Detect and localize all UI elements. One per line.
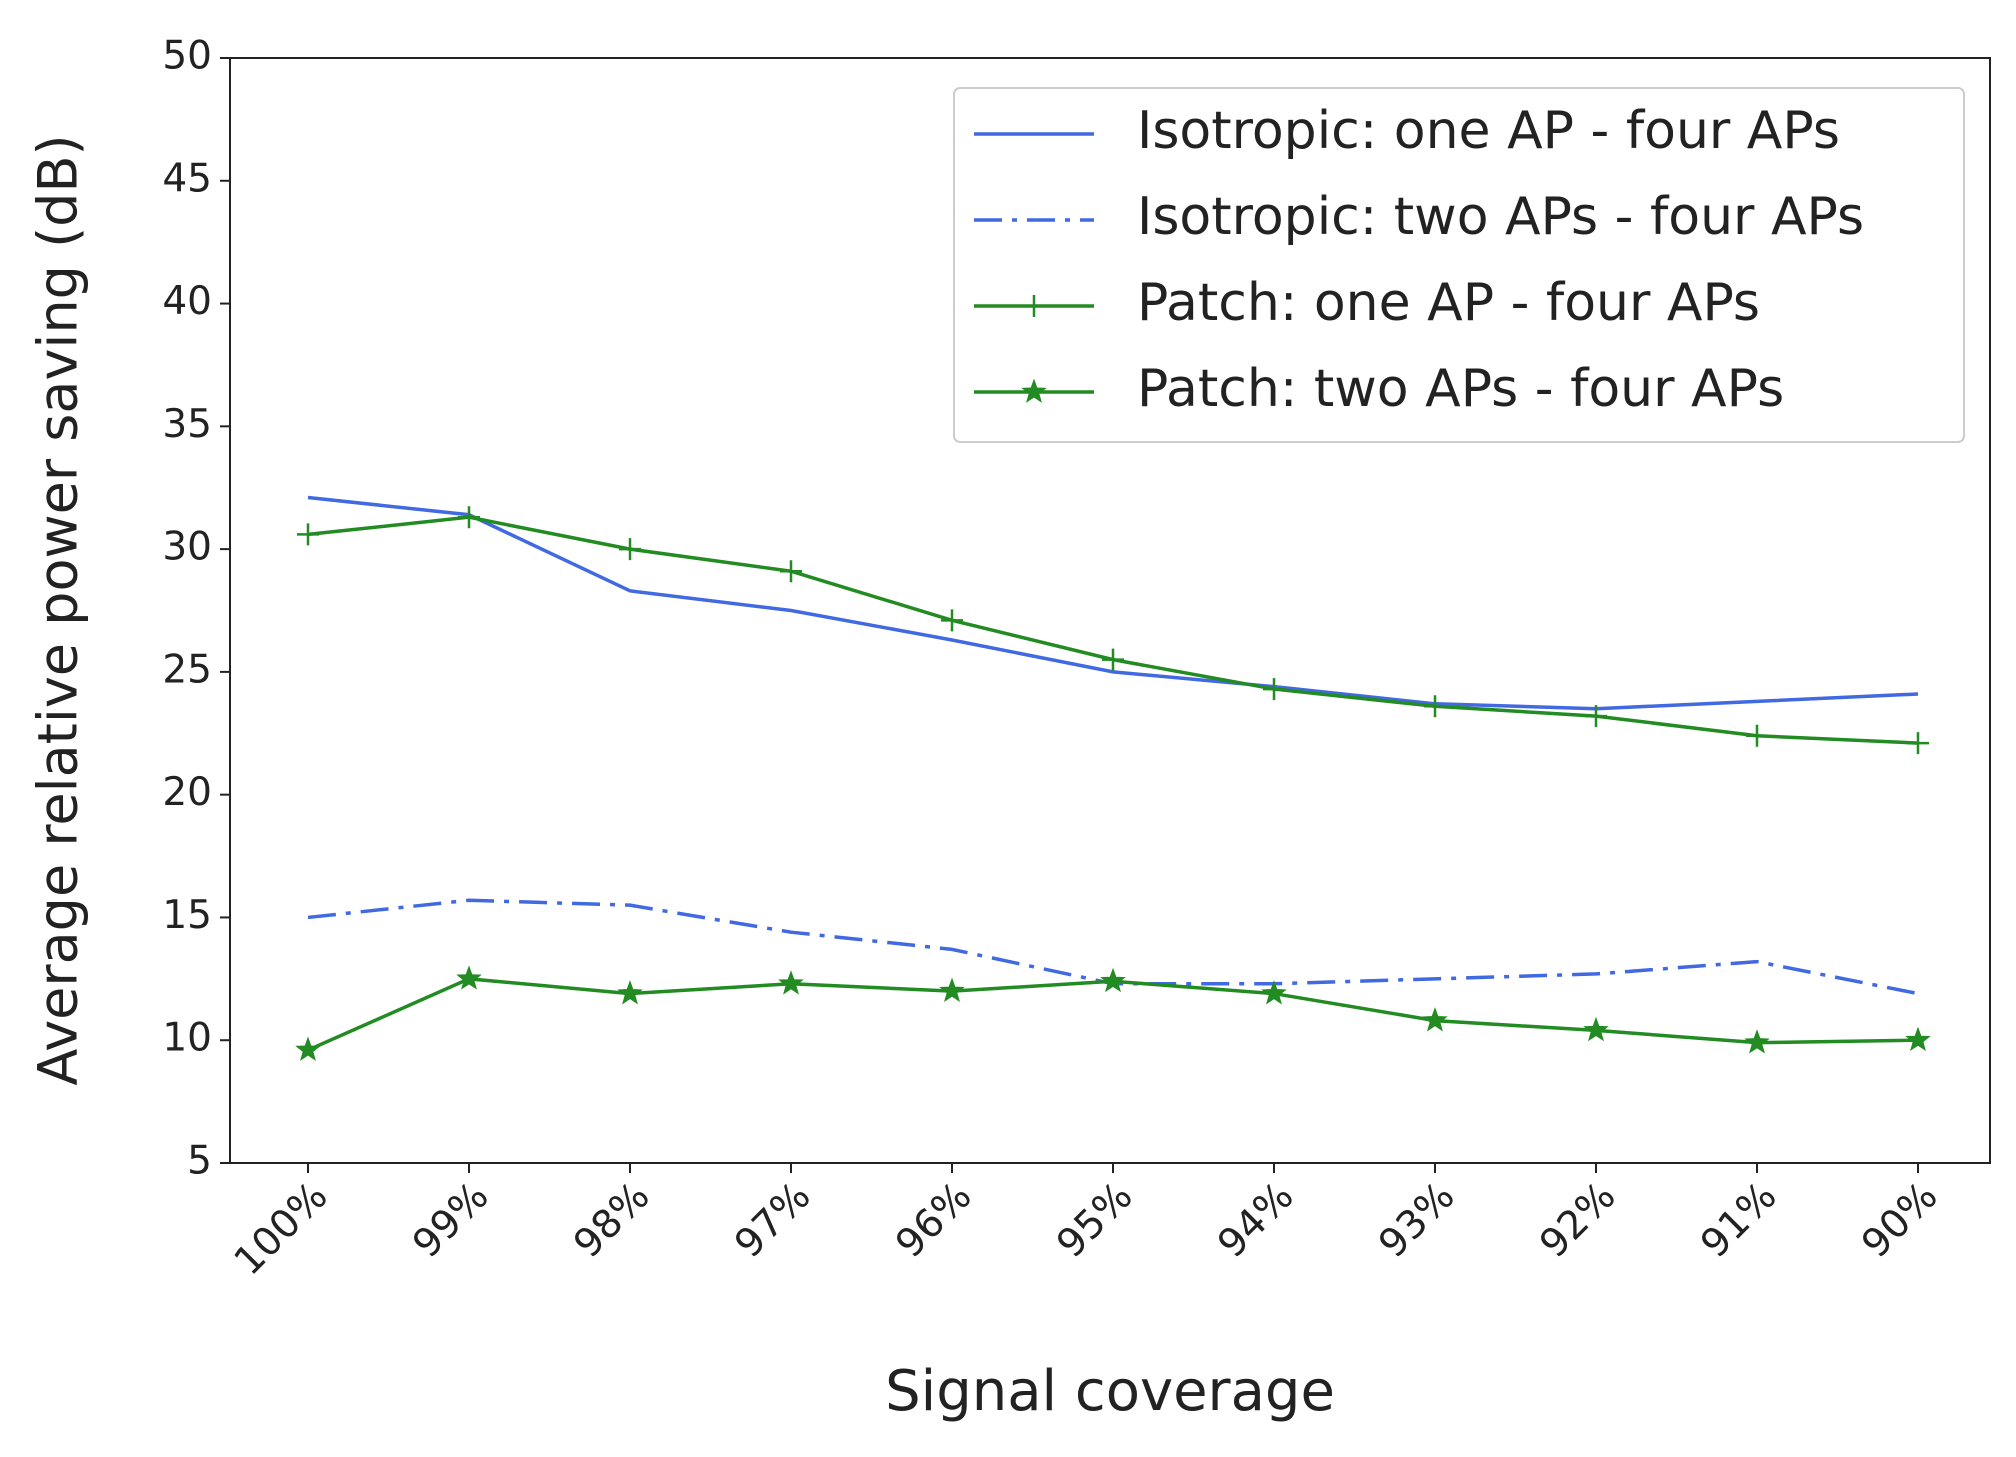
y-tick-label: 50 — [162, 34, 212, 79]
legend-label: Patch: two APs - four APs — [1137, 359, 1784, 419]
y-tick-label: 5 — [187, 1139, 212, 1184]
x-tick-label: 96% — [887, 1174, 980, 1267]
y-tick-label: 20 — [162, 770, 212, 815]
x-tick-label: 93% — [1370, 1174, 1463, 1267]
marker — [1424, 695, 1446, 718]
y-tick-label: 35 — [162, 402, 212, 447]
marker — [1023, 295, 1045, 317]
legend-box — [953, 87, 1965, 443]
marker — [1905, 1026, 1931, 1052]
legend-label: Patch: one AP - four APs — [1137, 273, 1760, 333]
series-line — [307, 495, 1919, 711]
marker — [941, 609, 963, 632]
y-tick-label: 30 — [162, 525, 212, 570]
marker — [1100, 967, 1126, 993]
marker — [1102, 648, 1124, 671]
marker — [295, 1036, 321, 1061]
marker — [1583, 1016, 1609, 1042]
marker — [1422, 1007, 1448, 1032]
marker — [1744, 1029, 1770, 1054]
marker — [1021, 378, 1047, 403]
legend: Isotropic: one AP - four APs Isotropic: t… — [953, 87, 1965, 443]
plot-frame — [229, 57, 1991, 1164]
y-tick-label: 15 — [162, 893, 212, 938]
marker — [780, 560, 802, 583]
marker — [619, 538, 641, 561]
x-axis-label: Signal coverage — [885, 1359, 1335, 1424]
marker — [456, 965, 482, 990]
x-tick-label: 98% — [565, 1174, 658, 1267]
x-tick-label: 97% — [726, 1174, 819, 1267]
y-axis-label: Average relative power saving (dB) — [27, 134, 90, 1085]
marker — [458, 506, 480, 529]
x-tick-label: 100% — [226, 1174, 337, 1285]
x-tick-label: 92% — [1531, 1174, 1624, 1267]
y-tick-label: 40 — [162, 279, 212, 324]
y-tick-label: 10 — [162, 1016, 212, 1061]
marker — [297, 523, 319, 546]
x-tick-label: 99% — [404, 1174, 497, 1267]
y-tick-label: 25 — [162, 647, 212, 692]
marker — [1261, 980, 1287, 1005]
marker — [1746, 724, 1768, 747]
x-tick-label: 94% — [1209, 1174, 1302, 1267]
marker — [1263, 678, 1285, 701]
legend-label: Isotropic: two APs - four APs — [1137, 187, 1864, 247]
marker — [778, 970, 804, 995]
legend-label: Isotropic: one AP - four APs — [1137, 101, 1840, 161]
marker — [1585, 705, 1607, 728]
marker — [939, 977, 965, 1002]
series-line — [307, 977, 1919, 1052]
marker — [1907, 732, 1929, 755]
x-tick-label: 95% — [1048, 1174, 1141, 1267]
x-tick-label: 90% — [1853, 1174, 1946, 1267]
marker — [617, 980, 643, 1005]
x-tick-label: 91% — [1692, 1174, 1785, 1267]
y-tick-label: 45 — [162, 156, 212, 201]
